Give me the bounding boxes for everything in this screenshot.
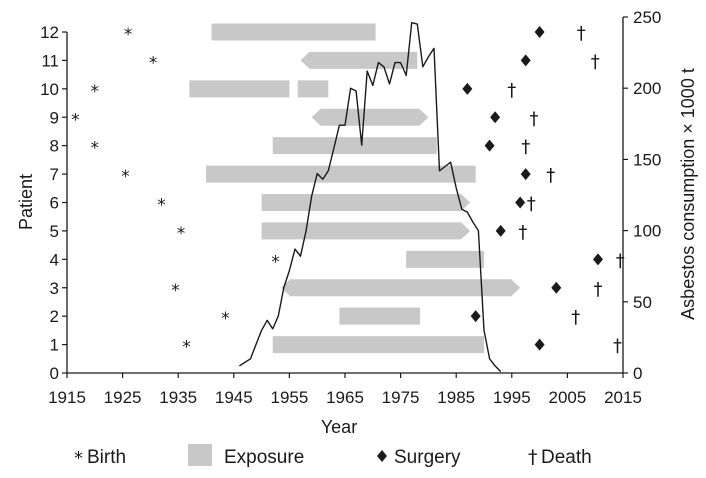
exposure-bar-patient-7-1 [206,165,476,183]
legend-death-symbol: † [528,446,538,468]
exposure-bars [189,23,521,354]
y-tick-label: 5 [50,222,59,241]
birth-marker: * [177,224,186,244]
y-tick-label: 2 [50,307,59,326]
patient-events: * † * † * † * † * † * † * † * † * † * † * † * † [71,23,625,358]
exposure-bar-patient-4-1 [406,250,484,268]
exposure-bar-patient-3-1 [281,279,521,297]
y2-tick-label: 0 [633,364,642,383]
x-tick-label: 1965 [326,388,364,407]
surgery-marker [520,168,531,181]
y-tick-label: 8 [50,137,59,156]
y2-tick-label: 150 [633,150,661,169]
birth-marker: * [91,139,100,159]
legend-exposure-label: Exposure [224,447,304,468]
death-marker: † [593,279,602,300]
y-tick-label: 4 [50,250,59,269]
birth-marker: * [124,25,133,45]
y-tick-label: 10 [40,80,59,99]
x-tick-label: 1945 [215,388,253,407]
death-marker: † [613,336,622,357]
y-tick-label: 12 [40,23,59,42]
exposure-bar-patient-10-2 [297,80,329,98]
legend-birth-label: Birth [87,447,126,468]
x-axis-title: Year [321,417,357,437]
surgery-marker [551,281,562,294]
x-tick-label: 1995 [493,388,531,407]
birth-marker: * [71,110,80,130]
death-marker: † [616,250,625,271]
legend-surgery-label: Surgery [394,447,461,468]
exposure-bar-patient-2-1 [339,307,421,325]
exposure-bar-patient-8-1 [272,137,437,155]
y2-tick-label: 200 [633,79,661,98]
y-tick-label: 7 [50,165,59,184]
surgery-marker [515,196,526,209]
birth-marker: * [121,167,130,187]
y-tick-label: 11 [41,51,59,70]
surgery-marker [592,253,603,266]
asbestos-consumption-series [239,22,502,373]
exposure-bar-patient-9-1 [311,108,429,126]
death-marker: † [591,51,600,72]
surgery-marker [470,310,481,323]
surgery-marker [490,111,501,124]
death-marker: † [530,108,539,129]
birth-marker: * [171,281,180,301]
tick-labels: 1915 1925 1935 1945 1955 1965 1975 1985 1995 2005… [40,8,661,407]
y2-tick-label: 50 [633,293,652,312]
death-marker: † [507,80,516,101]
surgery-marker [520,54,531,67]
surgery-marker [495,224,506,237]
x-tick-label: 1935 [159,388,197,407]
y-tick-label: 9 [50,108,59,127]
legend-death-label: Death [541,447,592,468]
surgery-marker [484,139,495,152]
death-marker: † [521,137,530,158]
exposure-bar-patient-5-1 [261,222,471,240]
exposure-bar-patient-12-1 [211,23,376,41]
exposure-bar-patient-11-1 [300,51,418,69]
x-tick-label: 1985 [437,388,475,407]
birth-marker: * [149,53,158,73]
death-marker: † [527,194,536,215]
y-tick-label: 1 [50,336,59,355]
death-marker: † [546,165,555,186]
death-marker: † [571,307,580,328]
y2-tick-label: 250 [633,8,661,27]
birth-marker: * [157,196,166,216]
legend-exposure-swatch [188,444,212,466]
consumption-line [239,22,502,373]
y2-axis-title: Asbestos consumption × 1000 t [678,68,698,320]
x-tick-label: 1915 [48,388,86,407]
surgery-marker [534,338,545,351]
x-tick-label: 1925 [104,388,142,407]
y-tick-label: 0 [50,364,59,383]
x-tick-label: 1955 [270,388,308,407]
surgery-marker [534,26,545,38]
birth-marker: * [271,252,280,272]
death-marker: † [518,222,527,243]
y-tick-label: 3 [50,279,59,298]
surgery-marker [462,82,473,95]
x-tick-label: 2005 [548,388,586,407]
legend-surgery-symbol [377,450,387,462]
birth-marker: * [182,338,191,358]
exposure-bar-patient-6-1 [261,194,471,211]
y-axis-title: Patient [16,174,36,230]
death-marker: † [577,23,586,44]
x-tick-label: 2015 [604,388,642,407]
legend-birth-symbol: * [74,448,83,469]
x-tick-label: 1975 [382,388,420,407]
exposure-bar-patient-10-1 [189,80,290,98]
y2-tick-label: 100 [633,222,661,241]
exposure-bar-patient-1-1 [272,336,484,354]
legend: * Birth Exposure Surgery † Death [74,444,592,469]
y-tick-label: 6 [50,194,59,213]
birth-marker: * [221,309,230,329]
birth-marker: * [91,82,100,102]
